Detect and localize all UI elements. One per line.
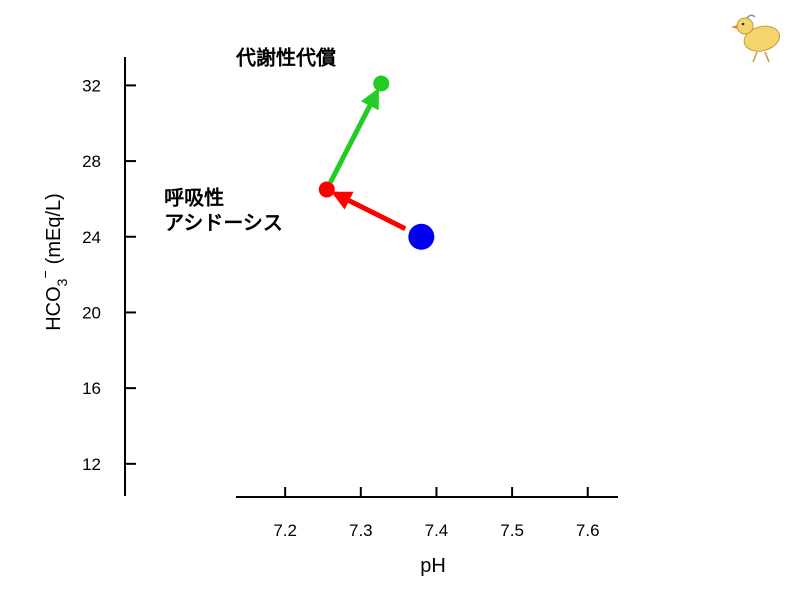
y-axis-title-sup: − xyxy=(37,270,53,278)
data-point-2 xyxy=(318,181,335,198)
y-tick-label: 32 xyxy=(82,76,101,95)
x-tick-label: 7.3 xyxy=(349,521,373,540)
y-tick-label: 16 xyxy=(82,379,101,398)
y-tick-label: 28 xyxy=(82,152,101,171)
arrows xyxy=(328,87,407,231)
arrow-1 xyxy=(331,191,407,231)
x-axis-title: pH xyxy=(420,555,446,577)
annotation-1-line-1: 代謝性代償 xyxy=(235,46,337,70)
y-axis-title-unit: (mEq/L) xyxy=(43,193,65,264)
points xyxy=(318,75,435,250)
y-ticks: 12 16 20 24 28 32 xyxy=(82,76,136,474)
x-tick-label: 7.2 xyxy=(273,521,297,540)
y-axis-title-sub: 3 xyxy=(54,278,70,286)
y-tick-label: 12 xyxy=(82,455,101,474)
x-tick-label: 7.4 xyxy=(425,521,449,540)
y-axis-title: HCO3− (mEq/L) xyxy=(37,193,70,331)
data-point-1 xyxy=(408,223,435,250)
chick-icon xyxy=(731,14,780,63)
arrow-2 xyxy=(328,87,380,184)
y-tick-label: 20 xyxy=(82,303,101,322)
x-tick-label: 7.5 xyxy=(500,521,524,540)
x-tick-label: 7.6 xyxy=(576,521,600,540)
annotation-2-line-2: アシドーシス xyxy=(164,211,283,235)
x-ticks: 7.2 7.3 7.4 7.5 7.6 xyxy=(273,487,600,540)
y-tick-label: 24 xyxy=(82,228,101,247)
annotation-2-line-1: 呼吸性 xyxy=(164,186,224,210)
y-axis-title-main: HCO xyxy=(43,286,65,330)
data-point-3 xyxy=(373,75,390,92)
